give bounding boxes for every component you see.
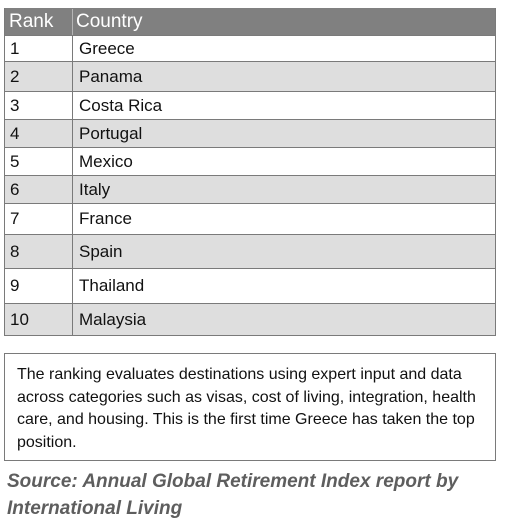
rank-cell: 5 bbox=[5, 148, 73, 175]
table-row: 9 Thailand bbox=[5, 268, 495, 303]
table-row: 2 Panama bbox=[5, 61, 495, 91]
rank-cell: 1 bbox=[5, 36, 73, 61]
table-row: 4 Portugal bbox=[5, 119, 495, 147]
rank-cell: 10 bbox=[5, 304, 73, 335]
rank-cell: 2 bbox=[5, 62, 73, 91]
methodology-note: The ranking evaluates destinations using… bbox=[4, 353, 496, 461]
table-row: 1 Greece bbox=[5, 35, 495, 61]
rank-cell: 3 bbox=[5, 92, 73, 119]
table-header-row: Rank Country bbox=[5, 8, 495, 35]
rank-cell: 7 bbox=[5, 204, 73, 234]
country-cell: Mexico bbox=[79, 151, 133, 171]
ranking-table: Rank Country 1 Greece 2 Panama 3 Costa R… bbox=[4, 8, 496, 336]
table-row: 5 Mexico bbox=[5, 147, 495, 175]
rank-cell: 8 bbox=[5, 235, 73, 268]
country-cell: Thailand bbox=[79, 276, 145, 295]
table-row: 8 Spain bbox=[5, 234, 495, 268]
header-rank: Rank bbox=[5, 9, 73, 35]
country-cell: Italy bbox=[79, 179, 111, 199]
rank-cell: 6 bbox=[5, 176, 73, 203]
header-country: Country bbox=[76, 11, 143, 32]
country-cell: France bbox=[79, 209, 132, 228]
country-cell: Spain bbox=[79, 241, 123, 261]
source-caption: Source: Annual Global Retirement Index r… bbox=[7, 471, 459, 519]
rank-cell: 4 bbox=[5, 120, 73, 147]
table-row: 6 Italy bbox=[5, 175, 495, 203]
country-cell: Portugal bbox=[79, 123, 143, 143]
country-cell: Malaysia bbox=[79, 309, 147, 329]
rank-cell: 9 bbox=[5, 269, 73, 303]
table-row: 10 Malaysia bbox=[5, 303, 495, 335]
table-row: 7 France bbox=[5, 203, 495, 234]
country-cell: Panama bbox=[79, 66, 143, 86]
country-cell: Costa Rica bbox=[79, 95, 163, 115]
country-cell: Greece bbox=[79, 38, 135, 58]
table-row: 3 Costa Rica bbox=[5, 91, 495, 119]
